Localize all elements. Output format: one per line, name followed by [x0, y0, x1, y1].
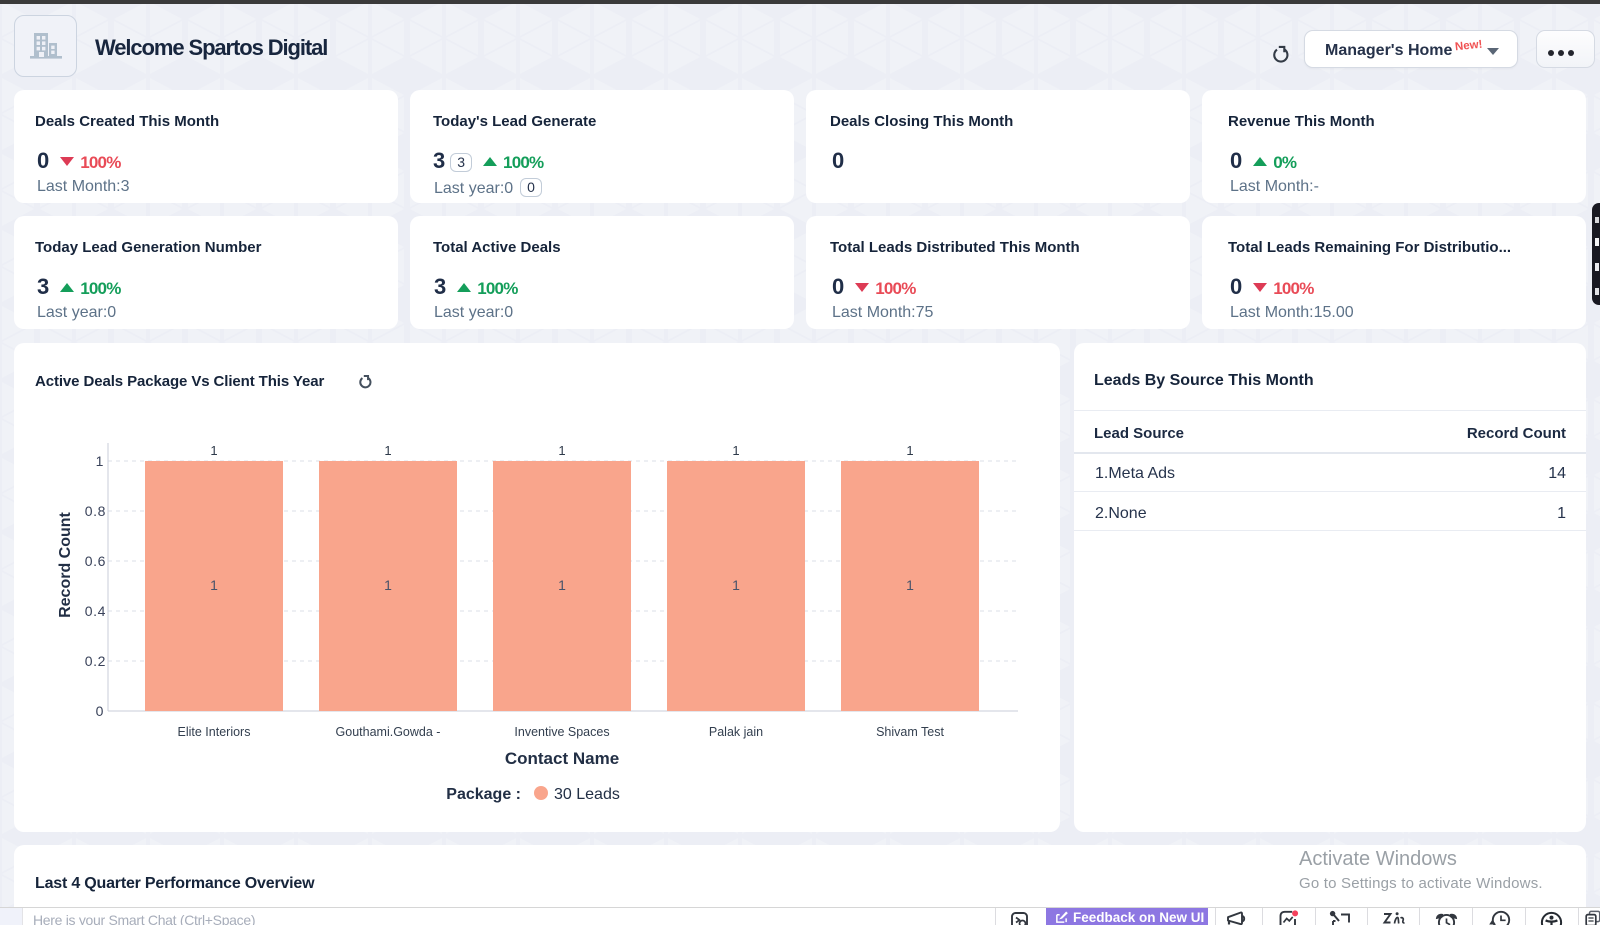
svg-text:0.2: 0.2 [85, 653, 106, 669]
svg-text:0.6: 0.6 [85, 553, 106, 569]
svg-text:1: 1 [384, 577, 392, 593]
svg-text:1: 1 [906, 577, 914, 593]
svg-text:1: 1 [558, 443, 565, 458]
svg-text:0.4: 0.4 [85, 603, 106, 619]
svg-text:Palak jain: Palak jain [709, 725, 763, 739]
svg-text:1: 1 [732, 443, 739, 458]
svg-text:Gouthami.Gowda -: Gouthami.Gowda - [336, 725, 441, 739]
svg-text:1: 1 [558, 577, 566, 593]
svg-text:Contact Name: Contact Name [505, 749, 619, 768]
svg-text:1: 1 [906, 443, 913, 458]
svg-text:Elite Interiors: Elite Interiors [178, 725, 251, 739]
svg-text:Inventive Spaces: Inventive Spaces [514, 725, 609, 739]
svg-text:0.8: 0.8 [85, 503, 106, 519]
svg-text:Package :: Package : [446, 786, 521, 803]
svg-text:1: 1 [210, 577, 218, 593]
svg-text:1: 1 [210, 443, 217, 458]
svg-text:1: 1 [732, 577, 740, 593]
svg-text:1: 1 [384, 443, 391, 458]
svg-text:Shivam Test: Shivam Test [876, 725, 944, 739]
svg-text:1: 1 [96, 453, 104, 469]
svg-text:30 Leads: 30 Leads [554, 786, 620, 803]
svg-text:0: 0 [96, 703, 104, 719]
svg-text:Record Count: Record Count [57, 511, 74, 617]
